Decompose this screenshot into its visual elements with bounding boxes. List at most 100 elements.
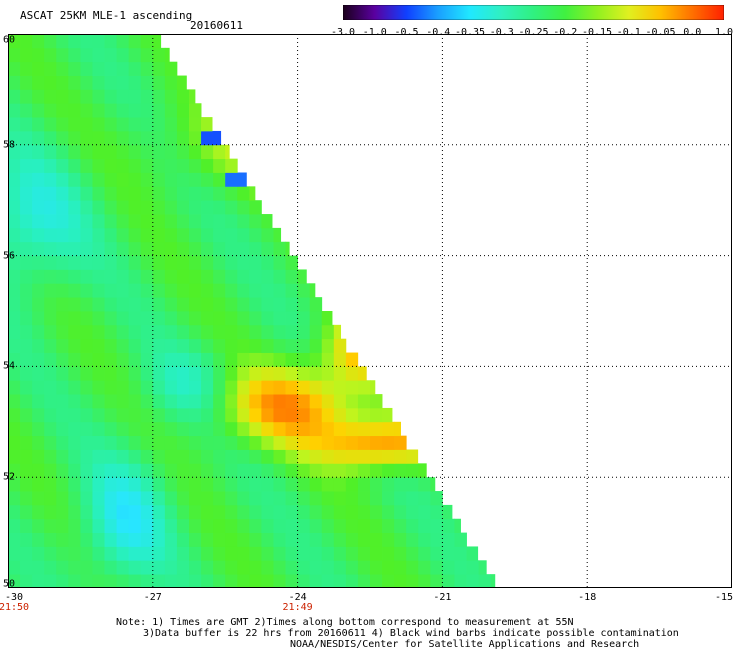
mle-cell: [68, 504, 81, 520]
mle-cell: [32, 186, 45, 201]
mle-cell: [20, 61, 33, 76]
mle-cell: [321, 421, 335, 437]
latitude-label: 52: [3, 471, 16, 483]
mle-cell: [273, 518, 286, 533]
mle-cell: [92, 311, 105, 326]
mle-cell: [213, 297, 226, 312]
mle-cell: [92, 435, 105, 450]
mle-cell: [140, 532, 154, 547]
mle-cell: [128, 144, 142, 160]
mle-cell: [140, 34, 154, 49]
mle-cell: [273, 546, 286, 561]
mle-cell: [20, 338, 33, 353]
mle-cell: [213, 311, 226, 326]
mle-cell: [345, 560, 359, 575]
mle-cell: [213, 324, 226, 340]
latitude-label: 60: [3, 34, 16, 46]
mle-cell: [430, 532, 443, 547]
mle-cell: [297, 269, 307, 284]
mle-cell: [357, 491, 371, 506]
mle-cell: [237, 380, 250, 395]
colorbar-gradient: [343, 5, 724, 20]
mle-cell: [345, 574, 359, 588]
mle-cell: [164, 518, 178, 533]
mle-cell: [8, 283, 21, 298]
mle-cell: [32, 394, 45, 409]
mle-cell: [68, 560, 81, 575]
mle-cell: [333, 380, 347, 395]
mle-cell: [20, 34, 33, 49]
mle-cell: [128, 297, 142, 312]
mle-cell: [32, 407, 45, 423]
mle-cell: [20, 560, 33, 575]
mle-cell: [20, 89, 33, 104]
mle-cell: [56, 75, 69, 90]
mle-cell: [32, 172, 45, 187]
mle-cell: [32, 269, 45, 284]
time-label: 21:50: [0, 602, 30, 613]
mle-cell: [104, 546, 117, 561]
mle-cell: [8, 103, 21, 118]
mle-cell: [44, 407, 57, 423]
mle-cell: [8, 200, 21, 215]
mle-cell: [164, 158, 178, 173]
mle-cell: [20, 103, 33, 118]
mle-cell: [140, 352, 154, 367]
mle-cell: [32, 158, 45, 173]
mle-cell: [189, 255, 202, 270]
mle-cell: [345, 394, 359, 409]
mle-cell: [189, 311, 202, 326]
mle-cell: [176, 144, 190, 160]
mle-cell: [442, 518, 455, 533]
mle-cell: [237, 186, 250, 201]
mle-cell: [56, 477, 69, 492]
mle-cell: [321, 504, 335, 520]
mle-cell: [321, 574, 335, 588]
mle-cell: [225, 407, 238, 423]
mle-cell: [44, 34, 57, 49]
mle-cell: [44, 172, 57, 187]
mle-cell: [32, 380, 45, 395]
mle-cell: [225, 394, 238, 409]
mle-cell: [454, 518, 461, 533]
mle-cell: [382, 504, 395, 520]
mle-cell: [104, 366, 117, 381]
mle-cell: [357, 574, 371, 588]
mle-cell: [56, 352, 69, 367]
mle-cell: [44, 89, 57, 104]
mle-cell: [80, 324, 93, 340]
mle-cell: [152, 504, 166, 520]
product-title: ASCAT 25KM MLE-1 ascending: [20, 9, 193, 22]
mle-cell: [285, 504, 298, 520]
mle-cell: [20, 172, 33, 187]
mle-cell: [104, 47, 117, 63]
mle-cell: [201, 186, 214, 201]
mle-cell: [297, 532, 311, 547]
mle-cell: [140, 75, 154, 90]
mle-cell: [297, 560, 311, 575]
mle-cell: [8, 47, 21, 63]
mle-cell: [140, 435, 154, 450]
mle-cell: [249, 366, 262, 381]
mle-cell: [8, 574, 21, 588]
mle-cell: [56, 117, 69, 132]
mle-cell: [249, 380, 262, 395]
mle-cell: [8, 546, 21, 561]
mle-cell: [68, 117, 81, 132]
mle-cell: [261, 394, 274, 409]
latitude-label: 58: [3, 139, 16, 151]
mle-cell: [309, 532, 323, 547]
longitude-label: -30: [4, 592, 24, 603]
mle-cell: [164, 394, 178, 409]
mle-cell: [80, 269, 93, 284]
mle-cell: [213, 352, 226, 367]
mle-cell: [44, 491, 57, 506]
mle-cell: [104, 117, 117, 132]
mle-cell: [273, 255, 286, 270]
mle-cell: [20, 283, 33, 298]
mle-cell: [116, 491, 130, 506]
mle-cell: [430, 574, 443, 588]
mle-cell: [104, 283, 117, 298]
mle-cell: [176, 311, 190, 326]
mle-cell: [176, 574, 190, 588]
